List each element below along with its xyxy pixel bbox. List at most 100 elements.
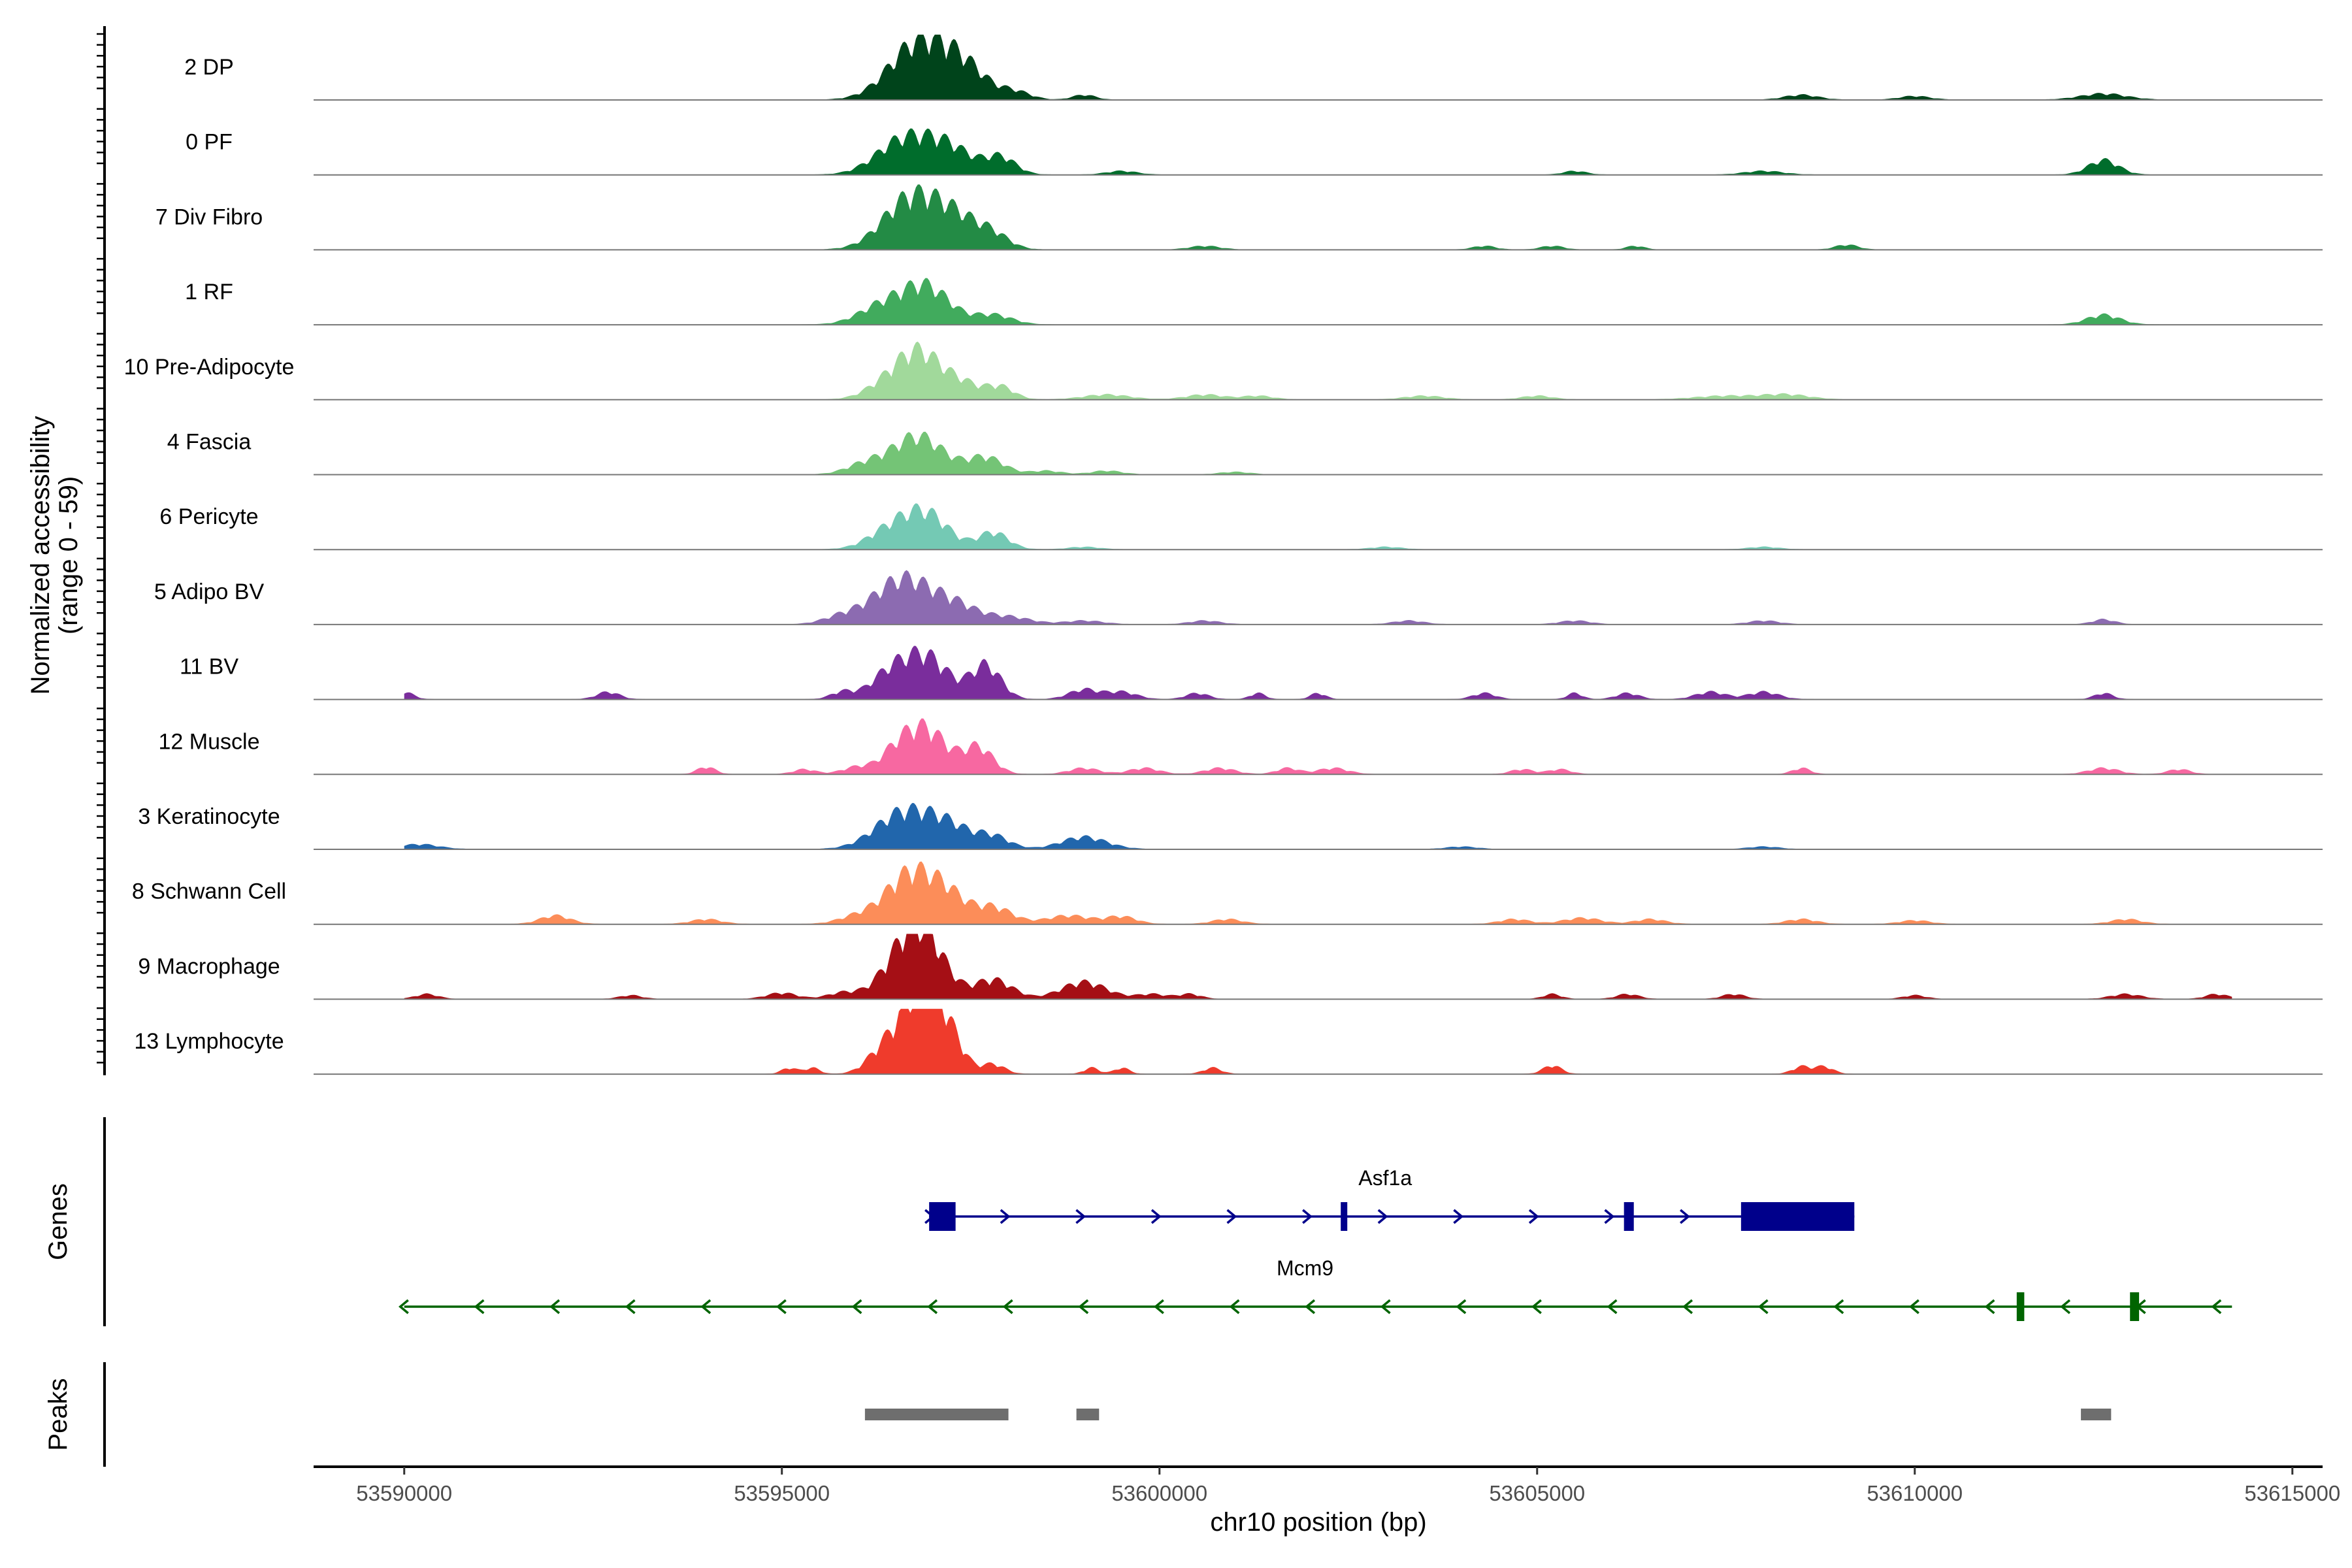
y-axis-label-range: (range 0 - 59) [54, 476, 83, 634]
track-label: 7 Div Fibro [155, 204, 263, 229]
peak-region [1076, 1409, 1100, 1420]
genes-panel-label: Genes [44, 1183, 73, 1260]
x-tick-label: 53610000 [1867, 1481, 1963, 1505]
track-label: 2 DP [184, 55, 234, 80]
exon [1624, 1202, 1634, 1231]
x-tick-label: 53615000 [2244, 1481, 2340, 1505]
strand-arrow [1305, 1299, 1316, 1315]
peaks-panel-label: Peaks [44, 1378, 73, 1450]
accessibility-tracks: 2 DP 0 PF 7 Div Fibro 1 RF 10 Pre-Adipocyte 4… [97, 26, 2323, 1075]
y-axis-label: Normalized accessibility [26, 416, 55, 695]
strand-arrow [1151, 1209, 1162, 1224]
track-11-bv: 11 BV [180, 645, 2323, 700]
x-tick-label: 53590000 [356, 1481, 452, 1505]
strand-arrow [1154, 1299, 1164, 1315]
track-label: 13 Lymphocyte [134, 1029, 284, 1054]
coverage-area [404, 278, 2232, 325]
track-label: 12 Muscle [159, 729, 260, 754]
strand-arrow [625, 1299, 636, 1315]
exon [1341, 1202, 1348, 1231]
strand-arrow [1453, 1209, 1464, 1224]
strand-arrow [1604, 1209, 1615, 1224]
strand-arrow [1078, 1299, 1089, 1315]
x-axis: 53590000 53595000 53600000 53605000 53610000… [314, 1465, 2340, 1505]
coverage-area [404, 861, 2232, 924]
x-axis-label: chr10 position (bp) [1210, 1508, 1426, 1537]
exon [2016, 1292, 2025, 1321]
track-4-fascia: 4 Fascia [167, 430, 2323, 476]
coverage-area [404, 570, 2232, 625]
strand-arrow [1833, 1299, 1844, 1315]
track-5-adipo-bv: 5 Adipo BV [154, 570, 2323, 625]
strand-arrow [1909, 1299, 1919, 1315]
strand-arrow [1002, 1299, 1013, 1315]
track-10-pre-adipocyte: 10 Pre-Adipocyte [124, 341, 2323, 400]
coverage-area [404, 718, 2232, 775]
strand-arrow [1682, 1299, 1693, 1315]
track-9-macrophage: 9 Macrophage [138, 934, 2323, 1000]
strand-arrow [1984, 1299, 1995, 1315]
track-label: 10 Pre-Adipocyte [124, 355, 295, 380]
peak-region [864, 1409, 1009, 1420]
x-tick-label: 53595000 [734, 1481, 830, 1505]
genes-panel: Asf1a Mcm9 [103, 1117, 2232, 1326]
track-12-muscle: 12 Muscle [159, 718, 2323, 776]
strand-arrow [2211, 1299, 2222, 1315]
gene-name-label: Mcm9 [1277, 1256, 1333, 1280]
strand-arrow [1000, 1209, 1011, 1224]
track-label: 9 Macrophage [138, 954, 280, 979]
track-13-lymphocyte: 13 Lymphocyte [134, 1009, 2323, 1075]
gene-name-label: Asf1a [1358, 1166, 1412, 1190]
strand-arrow [398, 1299, 409, 1315]
strand-arrow [776, 1299, 787, 1315]
track-6-pericyte: 6 Pericyte [159, 503, 2323, 551]
track-0-pf: 0 PF [186, 128, 2323, 176]
strand-arrow [1680, 1209, 1690, 1224]
strand-arrow [474, 1299, 485, 1315]
strand-arrow [851, 1299, 862, 1315]
exon [1740, 1202, 1855, 1231]
strand-arrow [549, 1299, 561, 1315]
coverage-area [404, 431, 2232, 475]
peaks-panel [103, 1362, 2112, 1467]
strand-arrow [1226, 1209, 1237, 1224]
coverage-area [404, 341, 2232, 400]
coverage-area [404, 503, 2232, 550]
strand-arrow [1531, 1299, 1542, 1315]
coverage-area [404, 184, 2232, 250]
strand-arrow [1075, 1209, 1086, 1224]
track-label: 4 Fascia [167, 430, 252, 455]
strand-arrow [1377, 1209, 1388, 1224]
x-tick-label: 53600000 [1111, 1481, 1207, 1505]
gene-mcm9: Mcm9 [398, 1256, 2232, 1321]
coverage-area [404, 645, 2232, 700]
strand-arrow [1302, 1209, 1313, 1224]
track-label: 5 Adipo BV [154, 580, 265, 604]
track-8-schwann-cell: 8 Schwann Cell [132, 861, 2323, 925]
track-label: 11 BV [180, 655, 238, 679]
track-2-dp: 2 DP [184, 35, 2323, 101]
x-tick-label: 53605000 [1489, 1481, 1585, 1505]
strand-arrow [700, 1299, 711, 1315]
coverage-area [404, 35, 2232, 100]
coverage-area [404, 934, 2232, 1000]
track-label: 8 Schwann Cell [132, 879, 286, 904]
strand-arrow [2060, 1299, 2071, 1315]
track-label: 1 RF [185, 280, 233, 304]
track-7-div-fibro: 7 Div Fibro [155, 184, 2323, 251]
coverage-area [404, 803, 2232, 849]
strand-arrow [1380, 1299, 1391, 1315]
track-3-keratinocyte: 3 Keratinocyte [138, 803, 2323, 850]
strand-arrow [1456, 1299, 1467, 1315]
track-label: 3 Keratinocyte [138, 804, 280, 829]
coverage-area [404, 1009, 2232, 1075]
strand-arrow [1607, 1299, 1618, 1315]
track-1-rf: 1 RF [185, 278, 2323, 326]
peak-region [2081, 1409, 2112, 1420]
strand-arrow [927, 1299, 938, 1315]
exon [2130, 1292, 2140, 1321]
track-label: 0 PF [186, 130, 233, 155]
gene-asf1a: Asf1a [924, 1166, 1855, 1231]
strand-arrow [1757, 1299, 1769, 1315]
